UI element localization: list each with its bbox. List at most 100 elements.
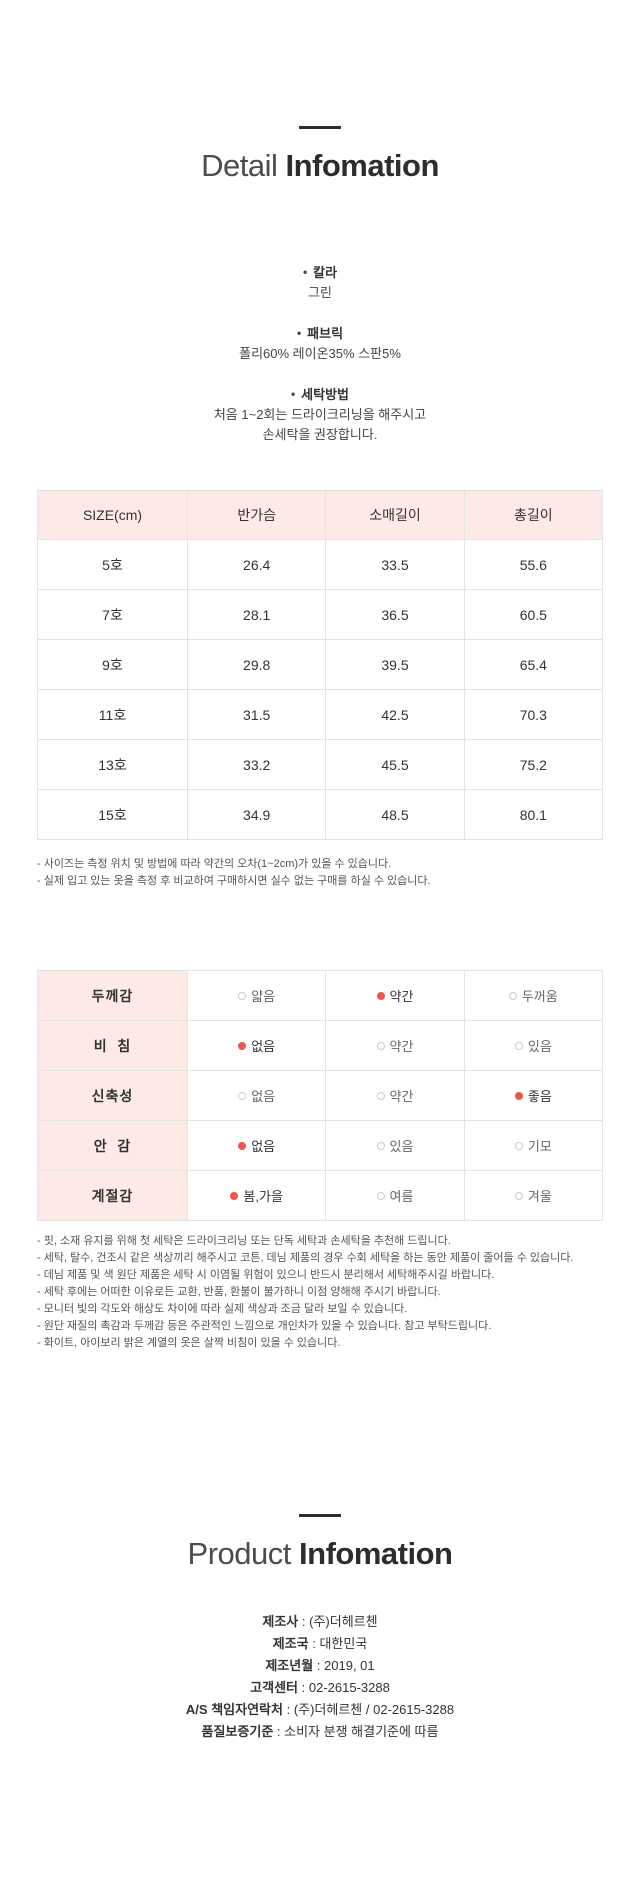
- size-table-row: 15호 34.9 48.5 80.1: [37, 789, 604, 841]
- product-info-line: 품질보증기준 : 소비자 분쟁 해결기준에 따름: [0, 1721, 640, 1743]
- info-label: 고객센터: [250, 1680, 299, 1696]
- size-value-cell: 39.5: [325, 639, 465, 691]
- info-value: (주)더헤르첸 / 02-2615-3288: [293, 1702, 455, 1718]
- size-table-row: 7호 28.1 36.5 60.5: [37, 589, 604, 641]
- radio-unselected-icon: [376, 1141, 385, 1150]
- info-label: 제조사: [262, 1614, 299, 1630]
- product-info-line: 고객센터 : 02-2615-3288: [0, 1677, 640, 1699]
- note-line: - 실제 입고 있는 옷을 측정 후 비교하여 구매하시면 실수 없는 구매를 …: [37, 875, 431, 888]
- radio-unselected-icon: [238, 991, 247, 1000]
- attribute-option: 약간: [376, 1086, 413, 1105]
- attribute-option-cell: 없음: [186, 1070, 327, 1122]
- note-line: - 사이즈는 측정 위치 및 방법에 따라 약간의 오차(1~2cm)가 있을 …: [37, 858, 392, 871]
- size-value-cell: 42.5: [325, 689, 465, 741]
- note-line: - 세탁 후에는 어떠한 이유로든 교환, 반품, 환불이 불가하니 이점 양해…: [37, 1286, 441, 1299]
- attribute-option-cell: 얇음: [186, 970, 327, 1022]
- attribute-option-cell: 약간: [325, 1020, 465, 1072]
- attr-table-body: 두께감 얇음 약간 두꺼움 비 침 없음 약간 있음 신축성 없음 약간 좋음 안 감 없음 있음 기모 계절감…: [37, 970, 604, 1222]
- attribute-row: 계절감 봄,가을 여름 겨울: [37, 1170, 604, 1222]
- attribute-option: 봄,가을: [230, 1186, 283, 1205]
- attribute-option-cell: 두꺼움: [463, 970, 604, 1022]
- spec-value-line: 폴리60% 레이온35% 스판5%: [239, 346, 401, 362]
- info-separator: :: [282, 1702, 294, 1718]
- product-info-section: Product Infomation 제조사 : (주)더헤르첸 제조국 : 대한…: [0, 1514, 640, 1743]
- attribute-option: 두꺼움: [508, 986, 558, 1005]
- size-row-label: 7호: [37, 589, 188, 641]
- spec-value-line: 처음 1~2회는 드라이크리닝을 해주시고: [213, 407, 427, 423]
- size-value-cell: 45.5: [325, 739, 465, 791]
- size-table-head: SIZE(cm) 반가슴 소매길이 총길이: [37, 490, 604, 541]
- spec-label-text: 칼라: [313, 265, 338, 281]
- info-separator: :: [298, 1614, 310, 1630]
- attribute-option-cell: 약간: [325, 970, 465, 1022]
- size-value-cell: 36.5: [325, 589, 465, 641]
- info-label: 제조국: [272, 1636, 309, 1652]
- radio-unselected-icon: [514, 1141, 523, 1150]
- attribute-label: 안 감: [37, 1120, 188, 1172]
- attribute-option: 기모: [514, 1136, 552, 1155]
- note-line: - 모니터 빛의 각도와 해상도 차이에 따라 실제 색상과 조금 달라 보일 …: [37, 1303, 408, 1316]
- note-line: - 화이트, 아이보리 밝은 계열의 옷은 살짝 비침이 있을 수 있습니다.: [37, 1337, 341, 1350]
- note-line: - 원단 재질의 촉감과 두께감 등은 주관적인 느낌으로 개인차가 있을 수 …: [37, 1320, 492, 1333]
- attribute-label: 두께감: [37, 970, 188, 1022]
- product-title-light: Product: [187, 1536, 292, 1572]
- detail-info-section: Detail Infomation • 칼라 그린 • 패브릭 폴리60% 레이온35% …: [0, 126, 640, 1352]
- attribute-option-cell: 없음: [186, 1020, 327, 1072]
- attribute-option-cell: 있음: [325, 1120, 465, 1172]
- size-notes: - 사이즈는 측정 위치 및 방법에 따라 약간의 오차(1~2cm)가 있을 …: [37, 856, 603, 890]
- info-value: 소비자 분쟁 해결기준에 따름: [284, 1724, 439, 1740]
- option-text: 여름: [389, 1189, 414, 1205]
- option-text: 없음: [251, 1089, 276, 1105]
- info-value: 대한민국: [319, 1636, 368, 1652]
- option-text: 없음: [251, 1039, 276, 1055]
- info-label: 품질보증기준: [201, 1724, 274, 1740]
- size-value-cell: 80.1: [463, 789, 604, 841]
- radio-unselected-icon: [238, 1091, 247, 1100]
- detail-title-bold: Infomation: [285, 148, 439, 183]
- attribute-option: 약간: [376, 986, 414, 1005]
- spec-value-line: 손세탁을 권장합니다.: [262, 427, 378, 443]
- option-text: 약간: [389, 989, 414, 1005]
- product-info-line: 제조사 : (주)더헤르첸: [0, 1611, 640, 1633]
- size-value-cell: 55.6: [463, 539, 604, 591]
- attribute-option-cell: 좋음: [463, 1070, 604, 1122]
- product-info-line: A/S 책임자연락처 : (주)더헤르첸 / 02-2615-3288: [0, 1699, 640, 1721]
- title-divider-line: [299, 1514, 341, 1518]
- spec-label: • 세탁방법: [0, 385, 640, 405]
- size-column-header: 총길이: [463, 490, 604, 541]
- option-text: 얇음: [251, 989, 276, 1005]
- radio-unselected-icon: [376, 1091, 385, 1100]
- info-value: 02-2615-3288: [308, 1680, 390, 1696]
- radio-selected-icon: [238, 1141, 247, 1150]
- size-table-row: 13호 33.2 45.5 75.2: [37, 739, 604, 791]
- attribute-option-cell: 여름: [325, 1170, 465, 1222]
- size-value-cell: 70.3: [463, 689, 604, 741]
- attribute-option: 있음: [514, 1036, 552, 1055]
- size-row-label: 5호: [37, 539, 188, 591]
- radio-unselected-icon: [376, 1041, 385, 1050]
- option-text: 기모: [527, 1139, 552, 1155]
- detail-title-block: Detail Infomation: [0, 126, 640, 183]
- info-separator: :: [313, 1658, 325, 1674]
- option-text: 봄,가을: [243, 1189, 283, 1205]
- detail-section-title: Detail Infomation: [0, 148, 640, 183]
- info-value: 2019, 01: [324, 1658, 375, 1674]
- size-value-cell: 65.4: [463, 639, 604, 691]
- bullet-icon: •: [296, 326, 302, 341]
- radio-selected-icon: [514, 1091, 523, 1100]
- option-text: 없음: [251, 1139, 276, 1155]
- attribute-row: 신축성 없음 약간 좋음: [37, 1070, 604, 1122]
- size-row-label: 11호: [37, 689, 188, 741]
- size-value-cell: 31.5: [186, 689, 327, 741]
- size-row-label: 13호: [37, 739, 188, 791]
- info-value: (주)더헤르첸: [309, 1614, 378, 1630]
- attribute-option: 좋음: [514, 1086, 552, 1105]
- info-label: A/S 책임자연락처: [185, 1702, 283, 1718]
- size-table-row: 9호 29.8 39.5 65.4: [37, 639, 604, 691]
- note-line: - 데님 제품 및 색 원단 제품은 세탁 시 이염될 위험이 있으니 반드시 …: [37, 1269, 495, 1282]
- spec-label-text: 패브릭: [307, 326, 344, 342]
- attribute-option-cell: 겨울: [463, 1170, 604, 1222]
- attribute-option-cell: 기모: [463, 1120, 604, 1172]
